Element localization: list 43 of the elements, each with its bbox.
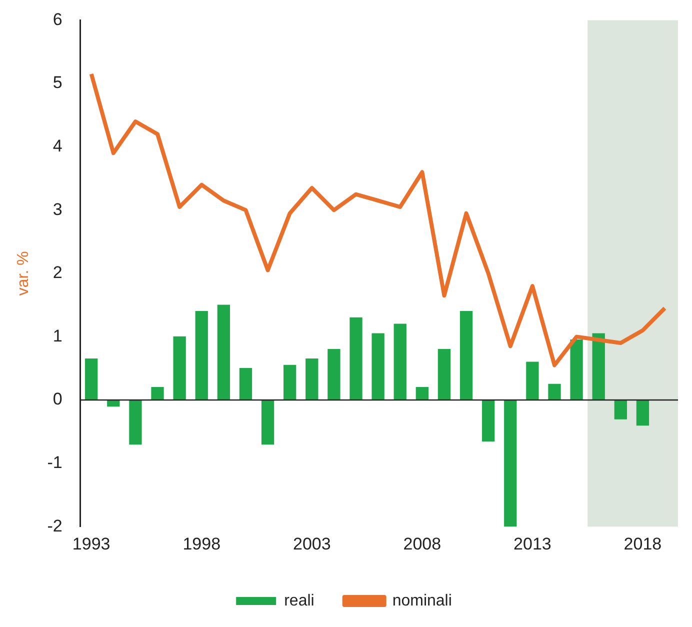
bar [350, 317, 362, 400]
x-tick-label: 2003 [292, 534, 331, 554]
y-tick-label: 1 [52, 326, 62, 346]
bar [306, 358, 318, 400]
y-tick-label: -2 [47, 516, 62, 536]
bar [548, 384, 561, 400]
y-tick-label: 5 [52, 73, 62, 92]
bar [460, 311, 473, 400]
y-tick-label: 4 [52, 136, 62, 156]
bar [151, 387, 164, 400]
bar [217, 304, 230, 400]
bar [372, 333, 384, 400]
bar [239, 368, 252, 400]
bar [614, 400, 627, 420]
bar [592, 333, 605, 400]
bar [129, 400, 142, 445]
bar [570, 340, 583, 400]
bar [85, 358, 98, 400]
bar [195, 311, 208, 400]
x-tick-label: 2018 [624, 534, 662, 554]
bar [482, 400, 495, 442]
y-tick-label: 6 [52, 10, 62, 29]
bar [394, 324, 406, 400]
bar [173, 336, 186, 400]
bar [526, 362, 539, 400]
legend-label: nominali [392, 592, 452, 610]
y-tick-label: 3 [52, 200, 62, 219]
bar [328, 349, 340, 400]
bar [261, 400, 274, 445]
bar [284, 364, 296, 400]
bar [416, 387, 428, 400]
x-tick-label: 2013 [514, 534, 552, 554]
y-tick-label: -1 [47, 452, 62, 472]
x-tick-label: 1993 [72, 534, 110, 554]
y-tick-label: 2 [52, 263, 62, 282]
y-axis-title: var. % [15, 251, 32, 296]
legend-label: reali [284, 592, 314, 610]
y-tick-label: 0 [52, 390, 62, 409]
x-tick-label: 1998 [182, 534, 221, 554]
x-tick-label: 2008 [403, 534, 442, 554]
bar [636, 400, 650, 426]
bar [438, 349, 451, 400]
bar [504, 400, 517, 527]
